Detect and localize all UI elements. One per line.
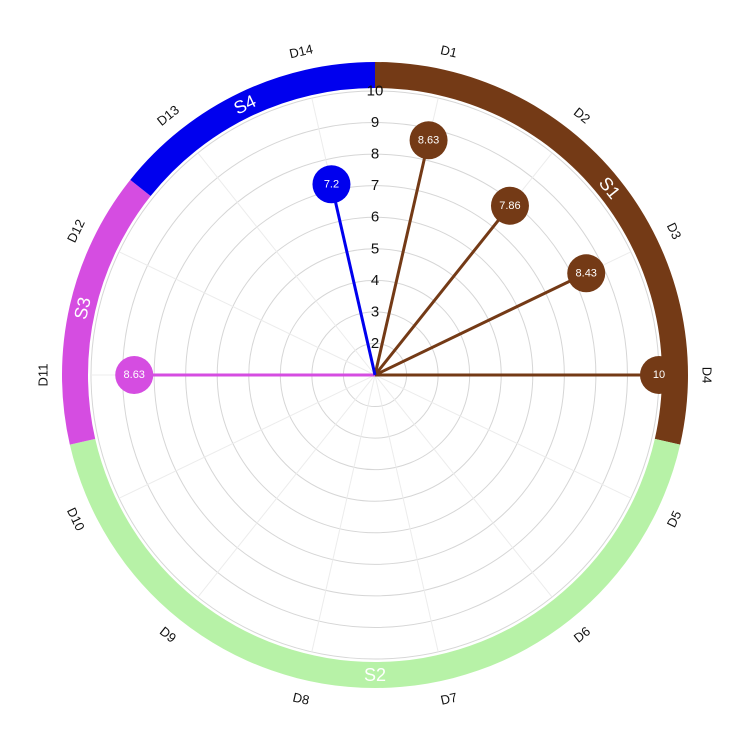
r-tick-label: 6 [371, 209, 379, 226]
grid-spoke [311, 374, 376, 652]
grid-spoke [374, 374, 439, 652]
category-label: D6 [571, 624, 593, 646]
category-label: D12 [64, 217, 88, 245]
category-label: D14 [288, 41, 315, 61]
point-value-label: 7.86 [499, 200, 520, 212]
lollipop-head [312, 165, 351, 204]
group-band-s4 [130, 61, 375, 197]
radial-tick-labels: 2 3 4 5 6 7 8 9 10 [367, 83, 384, 352]
category-label: D1 [439, 42, 459, 60]
category-label: D4 [700, 367, 715, 384]
lollipop-stem [374, 271, 587, 377]
point-value-label: 8.63 [418, 134, 439, 146]
category-label: D7 [439, 690, 459, 708]
r-tick-label: 9 [371, 114, 379, 131]
lollipop-head [640, 356, 678, 394]
grid-spoke [197, 152, 376, 376]
point-value-label: 8.43 [576, 267, 597, 279]
r-tick-label: 5 [371, 240, 379, 257]
grid-spoke [118, 374, 376, 499]
grid-spoke [197, 374, 376, 598]
group-band-s2 [69, 438, 681, 689]
grid-spoke [374, 374, 632, 499]
category-label: D5 [664, 508, 685, 529]
lollipop-heads: 8.63 7.86 8.43 10 8.63 7.2 [115, 121, 678, 394]
group-bands [61, 61, 688, 689]
point-value-label: 7.2 [324, 178, 339, 190]
group-band-s3 [61, 179, 151, 445]
lollipop-stem [373, 204, 512, 376]
lollipop-head [567, 254, 606, 293]
group-label-s2: S2 [364, 665, 386, 685]
category-label: D11 [36, 364, 51, 387]
point-value-label: 8.63 [124, 369, 145, 381]
point-value-label: 10 [653, 369, 665, 381]
lollipop-head [409, 121, 448, 160]
grid-spoke [374, 374, 553, 598]
group-band-s1 [375, 62, 688, 445]
category-label: D9 [157, 624, 179, 646]
lollipop-head [490, 186, 529, 225]
grid-spoke [118, 251, 376, 376]
r-tick-label: 10 [367, 83, 384, 100]
r-tick-label: 2 [371, 335, 379, 352]
lollipop-head [115, 356, 154, 394]
category-label: D8 [291, 690, 311, 708]
category-label: D13 [154, 102, 182, 129]
lollipop-stem [330, 183, 377, 376]
r-tick-label: 4 [371, 272, 379, 289]
group-label-s3: S3 [70, 295, 94, 321]
r-tick-label: 8 [371, 146, 379, 163]
category-label: D2 [571, 104, 593, 126]
lollipop-stem [373, 139, 431, 376]
r-tick-label: 7 [371, 177, 379, 194]
r-tick-label: 3 [371, 303, 379, 320]
category-label: D10 [64, 505, 88, 533]
category-label: D3 [664, 220, 685, 241]
lollipop-stems [134, 139, 659, 377]
